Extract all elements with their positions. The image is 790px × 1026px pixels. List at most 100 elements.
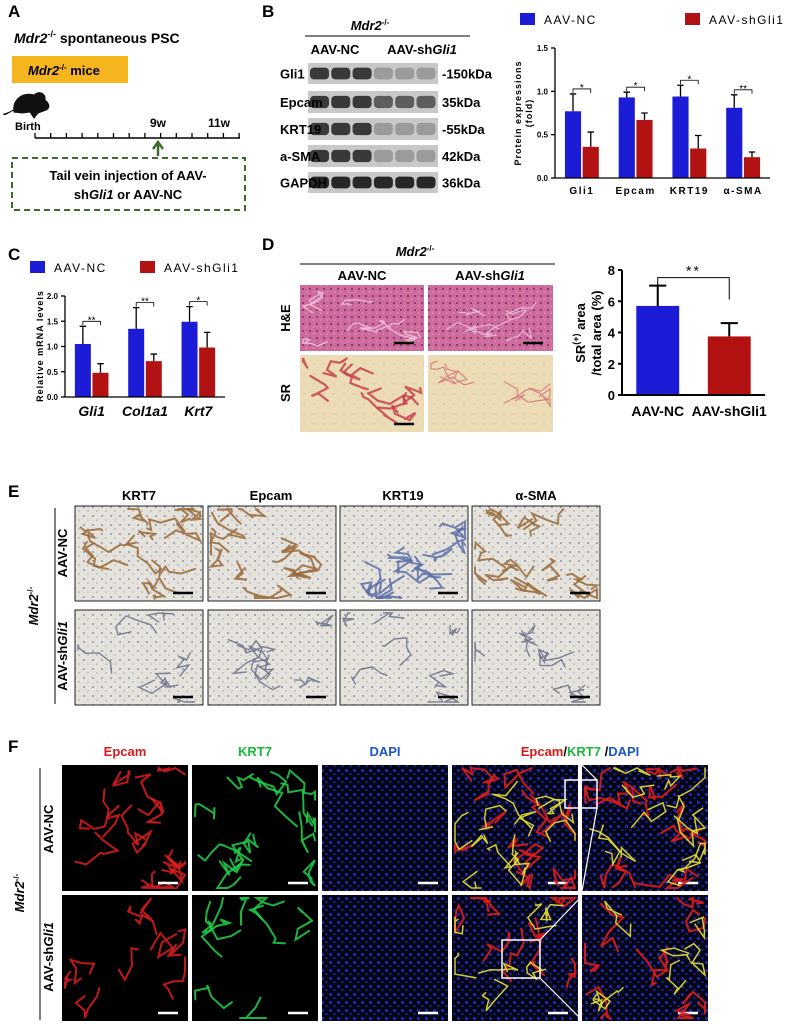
tissue-feature [147,580,167,602]
micrograph [428,355,553,432]
tissue-feature [238,508,268,519]
micrograph [207,505,337,602]
tissue-feature [360,392,399,425]
bar [618,97,635,178]
tissue-feature [314,614,334,627]
panel-label: A [8,2,20,21]
tissue-feature [470,834,489,848]
tissue-feature [509,576,541,595]
tissue-feature [218,858,245,876]
tissue-feature [144,797,165,824]
tissue-feature [525,961,547,981]
size-label: 42kDa [442,149,481,164]
tissue-feature [515,581,548,598]
tissue-feature [286,768,316,801]
tissue-feature [151,559,197,579]
tissue-feature [486,843,519,869]
bar [690,148,707,178]
tissue-feature [646,766,671,779]
blot-band [331,149,351,163]
tissue-feature [210,511,247,540]
tissue-feature [322,357,349,378]
blot-band [416,95,436,109]
significance-bracket [135,302,155,307]
tissue-feature [666,767,706,809]
blot-band [395,67,415,80]
strain-label: Mdr2-/- [351,18,390,33]
tissue-feature [470,897,491,903]
tissue-feature [650,952,669,987]
column-label: KRT7 [238,744,272,759]
blot-band [395,149,415,163]
x-tick-label: Col1a1 [122,403,168,419]
blot-band [331,67,351,80]
tissue-feature [160,677,179,689]
decoration [34,133,708,1021]
tissue-feature [239,996,267,1019]
tissue-feature [84,542,129,569]
tissue-feature [505,309,529,321]
tissue-feature [163,522,203,543]
tissue-feature [301,357,309,369]
tissue-feature [528,934,546,977]
tissue-feature [613,767,651,777]
y-tick-label: 0.5 [47,368,59,377]
tissue-feature [341,612,355,627]
chart: 0.0 0.5 1.0 1.5 * Gli1 * Epcam * KRT19 ** α-SMA AAV-… [520,13,783,197]
tissue-feature [309,374,330,402]
tissue-feature [247,904,286,945]
tissue-feature [339,362,374,381]
panel-label: C [8,245,20,264]
zoom-box [564,779,598,809]
column-label: AAV-shGli1 [455,268,525,283]
tissue-feature [438,519,466,538]
arrow [151,139,165,156]
tissue-feature [518,624,536,643]
tissue-feature [247,645,272,669]
tissue-feature [507,834,526,887]
tissue-feature [597,824,637,863]
tissue-feature [141,870,156,890]
tissue-feature [373,612,405,625]
tissue-feature [461,870,482,889]
blot-band [352,95,372,109]
tissue-feature [126,905,143,926]
x-tick-label: AAV-shGli1 [692,403,767,419]
tissue-feature [590,986,624,1012]
tissue-feature [665,959,687,995]
tissue-feature [308,290,324,306]
zoom-line [581,764,598,892]
bar [582,146,599,178]
tissue-feature [282,544,317,576]
group-label: AAV-shGli1 [387,42,457,57]
tissue-feature [528,387,551,402]
row-label: AAV-NC [41,804,56,853]
tissue-feature [446,321,497,338]
x-tick-label: KRT19 [670,186,709,197]
tissue-feature [535,795,575,825]
tissue-feature [283,566,308,580]
tissue-feature [539,651,566,668]
tissue-feature [521,789,550,839]
tissue-feature [437,370,474,386]
tissue-feature [112,770,131,787]
column-label: DAPI [369,744,400,759]
significance-label: * [687,74,691,85]
tissue-feature [361,319,390,332]
y-tick-label: 6 [608,294,615,309]
bar [92,372,109,397]
tissue-feature [166,928,187,957]
tissue-feature [376,392,409,410]
tissue-feature [501,558,535,579]
bar [707,336,751,395]
column-label: KRT19 [382,488,423,503]
bar [199,347,216,397]
tissue-feature [298,552,323,574]
chart: 0.0 0.5 1.0 1.5 2.0 ** Gli1 ** Col1a1 * Krt7 AAV-NC… [30,261,238,419]
error-bar [133,306,140,329]
tissue-feature [416,566,453,582]
tissue-feature [449,624,461,636]
tissue-feature [161,854,180,874]
significance-bracket [189,301,208,306]
tissue-feature [169,859,186,875]
